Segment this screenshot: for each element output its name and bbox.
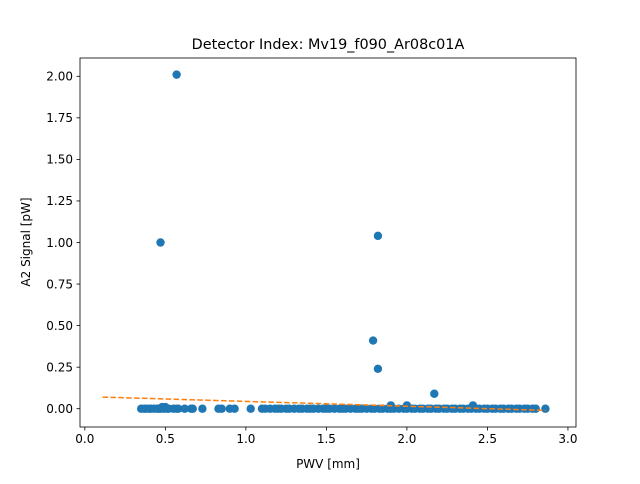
y-tick-label: 0.75: [46, 277, 73, 291]
data-point: [368, 336, 378, 345]
x-tick-label: 2.0: [397, 432, 416, 446]
x-axis-label: PWV [mm]: [296, 457, 360, 471]
y-tick-label: 0.00: [46, 402, 73, 416]
data-point: [531, 404, 540, 413]
fit-line: [102, 396, 546, 412]
x-tick-label: 1.0: [236, 432, 255, 446]
data-point: [230, 404, 239, 413]
y-tick-label: 0.50: [46, 319, 73, 333]
y-tick-label: 1.25: [46, 194, 73, 208]
data-point: [180, 404, 189, 413]
y-axis-label: A2 Signal [pW]: [19, 197, 33, 286]
data-point: [373, 364, 383, 374]
data-point: [246, 404, 255, 413]
data-point: [402, 401, 412, 410]
data-point: [373, 231, 383, 241]
plot-frame: [79, 57, 577, 428]
y-tick-label: 1.00: [46, 236, 73, 250]
x-tick-label: 0.5: [156, 432, 175, 446]
data-point: [188, 404, 197, 413]
data-point: [430, 389, 439, 398]
x-tick-label: 3.0: [558, 432, 577, 446]
chart-title: Detector Index: Mv19_f090_Ar08c01A: [192, 37, 465, 53]
y-tick-label: 1.50: [46, 153, 73, 167]
y-tick-label: 0.25: [46, 360, 73, 374]
data-point: [172, 70, 181, 79]
data-point: [198, 404, 207, 413]
data-point: [156, 238, 165, 247]
x-tick-label: 1.5: [317, 432, 336, 446]
y-tick-label: 1.75: [46, 111, 73, 125]
data-point: [174, 404, 183, 413]
x-tick-label: 0.0: [75, 432, 94, 446]
data-point: [541, 404, 550, 413]
x-tick-label: 2.5: [478, 432, 497, 446]
y-tick-label: 2.00: [46, 70, 73, 84]
data-point: [217, 404, 226, 413]
